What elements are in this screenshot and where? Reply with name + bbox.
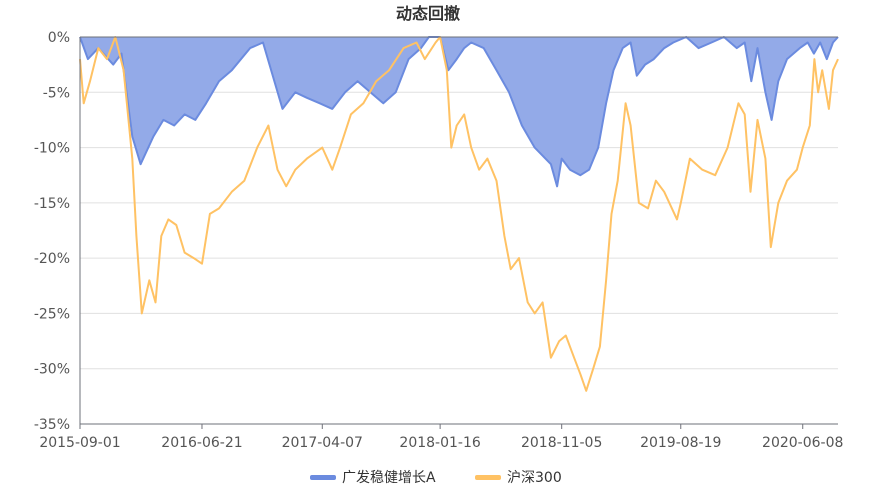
series-area-0: [80, 37, 838, 187]
x-tick-label: 2020-06-08: [762, 435, 843, 451]
x-tick-label: 2015-09-01: [39, 435, 120, 451]
y-tick-label: -5%: [43, 85, 70, 101]
y-tick-label: -25%: [34, 306, 70, 322]
legend-swatch: [310, 475, 336, 480]
y-tick-label: 0%: [48, 30, 70, 46]
y-tick-label: -15%: [34, 196, 70, 212]
legend-item-1[interactable]: 沪深300: [475, 470, 562, 486]
legend-label: 广发稳健增长A: [342, 470, 436, 486]
x-tick-label: 2017-04-07: [282, 435, 363, 451]
y-tick-labels: 0% -5% -10% -15% -20% -25% -30% -35%: [34, 30, 70, 433]
y-tick-label: -10%: [34, 141, 70, 157]
series-line-1[interactable]: [79, 36, 839, 392]
legend-item-0[interactable]: 广发稳健增长A: [310, 470, 436, 486]
x-tick-label: 2016-06-21: [161, 435, 242, 451]
legend-swatch: [475, 475, 501, 480]
x-tick-labels: 2015-09-01 2016-06-21 2017-04-07 2018-01-16…: [39, 435, 843, 451]
legend[interactable]: 广发稳健增长A 沪深300: [310, 470, 562, 486]
x-tick-label: 2018-11-05: [521, 435, 602, 451]
series-layer: [79, 36, 839, 392]
chart-title: 动态回撤: [396, 4, 460, 23]
legend-label: 沪深300: [507, 470, 562, 486]
series-line-0[interactable]: [79, 36, 839, 188]
x-tick-label: 2019-08-19: [640, 435, 721, 451]
y-tick-label: -35%: [34, 417, 70, 433]
axes: [79, 36, 838, 429]
y-tick-label: -20%: [34, 251, 70, 267]
x-tick-label: 2018-01-16: [399, 435, 480, 451]
y-tick-label: -30%: [34, 362, 70, 378]
